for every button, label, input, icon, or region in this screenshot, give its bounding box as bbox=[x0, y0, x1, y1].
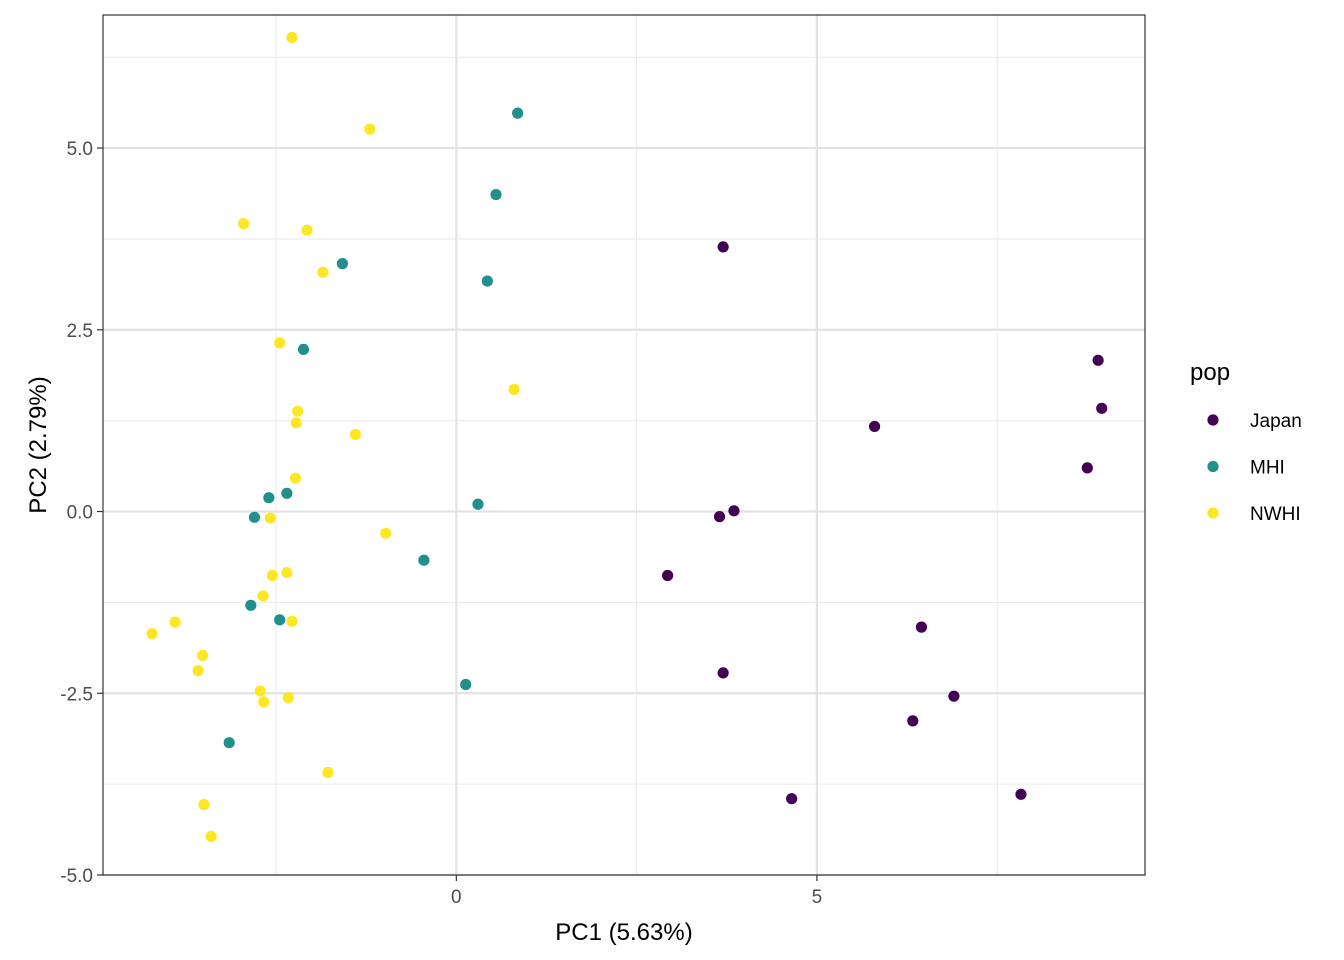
point-nwhi bbox=[286, 615, 298, 627]
point-nwhi bbox=[266, 569, 279, 582]
point-nwhi bbox=[238, 218, 250, 230]
y-tick-label: 2.5 bbox=[67, 321, 93, 342]
plot-panel-background bbox=[103, 15, 1145, 875]
point-mhi bbox=[297, 343, 310, 356]
x-tick-label: 5 bbox=[812, 887, 823, 908]
legend-label-mhi: MHI bbox=[1250, 458, 1285, 479]
point-nwhi bbox=[257, 590, 269, 602]
point-nwhi bbox=[289, 472, 302, 484]
point-nwhi bbox=[146, 628, 158, 640]
point-mhi bbox=[490, 188, 502, 201]
y-tick-label: -5.0 bbox=[60, 866, 93, 887]
point-mhi bbox=[481, 275, 493, 287]
y-axis-title: PC2 (2.79%) bbox=[25, 376, 52, 513]
point-mhi bbox=[248, 511, 261, 523]
point-nwhi bbox=[169, 616, 181, 628]
y-axis-ticks: -5.0 -2.5 0.0 2.5 5.0 bbox=[60, 139, 103, 887]
point-mhi bbox=[472, 498, 484, 510]
point-japan bbox=[1092, 354, 1104, 366]
legend-items: Japan MHI NWHI bbox=[1207, 411, 1302, 525]
point-mhi bbox=[512, 107, 524, 119]
point-nwhi bbox=[364, 123, 376, 135]
point-mhi bbox=[263, 492, 275, 504]
point-nwhi bbox=[286, 31, 298, 44]
point-nwhi bbox=[281, 566, 293, 579]
point-japan bbox=[717, 241, 729, 253]
data-points bbox=[146, 31, 1108, 843]
legend-label-nwhi: NWHI bbox=[1250, 504, 1301, 525]
legend-label-japan: Japan bbox=[1250, 411, 1302, 432]
point-japan bbox=[1015, 788, 1027, 800]
point-mhi bbox=[281, 487, 293, 499]
point-japan bbox=[1081, 462, 1093, 474]
x-axis-title: PC1 (5.63%) bbox=[555, 919, 692, 946]
point-nwhi bbox=[205, 830, 217, 843]
point-nwhi bbox=[192, 665, 204, 677]
point-nwhi bbox=[380, 527, 392, 539]
point-mhi bbox=[460, 678, 472, 691]
y-tick-label: 5.0 bbox=[67, 139, 93, 160]
point-mhi bbox=[245, 599, 257, 611]
point-japan bbox=[717, 667, 729, 679]
point-mhi bbox=[418, 554, 430, 566]
point-mhi bbox=[336, 258, 349, 270]
point-nwhi bbox=[322, 766, 334, 779]
plot-panel-border bbox=[102, 14, 1146, 876]
point-japan bbox=[713, 511, 726, 523]
point-japan bbox=[868, 420, 881, 433]
point-nwhi bbox=[282, 692, 294, 704]
legend-key-japan bbox=[1207, 414, 1219, 426]
legend-key-mhi bbox=[1207, 460, 1219, 473]
point-nwhi bbox=[196, 649, 209, 662]
point-japan bbox=[915, 621, 928, 633]
point-japan bbox=[948, 690, 960, 702]
x-tick-label: 0 bbox=[451, 887, 462, 908]
point-nwhi bbox=[198, 798, 210, 811]
point-nwhi bbox=[264, 512, 276, 524]
point-japan bbox=[728, 505, 740, 517]
point-nwhi bbox=[301, 224, 313, 236]
point-japan bbox=[1096, 402, 1108, 414]
point-mhi bbox=[223, 737, 235, 749]
y-tick-label: 0.0 bbox=[67, 503, 93, 524]
point-japan bbox=[907, 715, 919, 727]
y-tick-label: -2.5 bbox=[60, 684, 93, 705]
point-mhi bbox=[274, 614, 286, 626]
point-nwhi bbox=[274, 337, 286, 349]
point-nwhi bbox=[290, 417, 302, 429]
point-nwhi bbox=[317, 266, 329, 278]
minor-gridlines bbox=[103, 15, 1145, 875]
point-nwhi bbox=[254, 685, 266, 697]
point-nwhi bbox=[508, 383, 520, 395]
legend: pop Japan MHI NWHI bbox=[1190, 359, 1302, 525]
point-japan bbox=[786, 793, 798, 805]
legend-key-nwhi bbox=[1207, 507, 1219, 519]
point-nwhi bbox=[292, 405, 304, 417]
point-nwhi bbox=[258, 696, 270, 708]
point-japan bbox=[662, 569, 674, 582]
point-nwhi bbox=[349, 428, 361, 441]
legend-title: pop bbox=[1190, 359, 1230, 386]
